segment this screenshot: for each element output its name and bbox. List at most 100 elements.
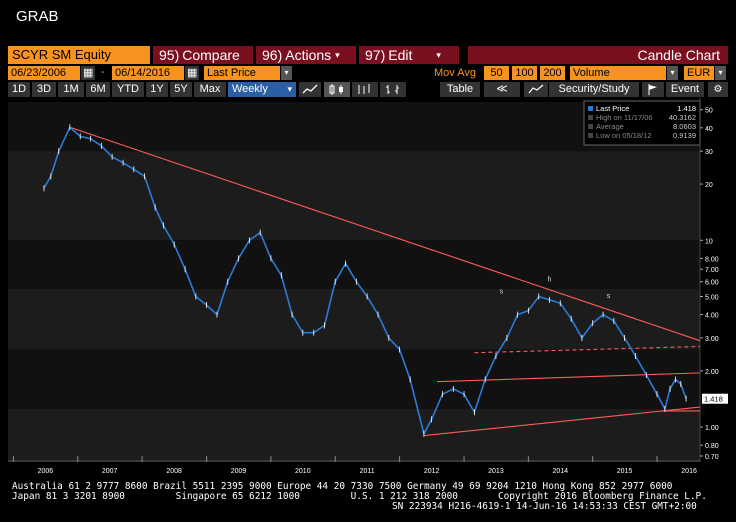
chart-band: [8, 288, 700, 350]
security-study-icon[interactable]: [524, 82, 548, 97]
footer-line-2b: Copyright 2016 Bloomberg Finance L.P.: [498, 491, 707, 502]
period-3d-button[interactable]: 3D: [32, 82, 56, 97]
frequency-dropdown-icon: ▾: [287, 84, 292, 94]
end-calendar-icon[interactable]: ▦: [185, 66, 199, 80]
edit-button[interactable]: 97) Edit ▾: [359, 46, 459, 64]
footer-line-3: SN 223934 H216-4619-1 14-Jun-16 14:53:33…: [392, 501, 697, 512]
legend-swatch-high: [588, 115, 593, 120]
price-chart-svg: shs 50403020108.007.006.005.004.003.002.…: [8, 98, 728, 475]
event-button[interactable]: Event: [666, 82, 704, 97]
chart-band: [8, 349, 700, 409]
bar-chart-icon[interactable]: [352, 82, 378, 97]
y-tick-label: 5.00: [705, 295, 719, 302]
security-study-button[interactable]: Security/Study: [549, 82, 639, 97]
last-price-tag: [702, 393, 728, 404]
y-tick-label: 0.80: [705, 443, 719, 450]
start-date-input[interactable]: 06/23/2006: [8, 66, 80, 80]
volume-select[interactable]: Volume: [570, 66, 666, 80]
currency-select[interactable]: EUR: [684, 66, 714, 80]
double-chevron-left-icon: ≪: [496, 83, 508, 95]
compare-button[interactable]: 95) Compare: [153, 46, 253, 64]
footer-line-1: Australia 61 2 9777 8600 Brazil 5511 239…: [12, 481, 673, 492]
legend-high-value: 40.3162: [669, 113, 696, 122]
period-6m-button[interactable]: 6M: [86, 82, 110, 97]
y-tick-label: 4.00: [705, 313, 719, 320]
legend-swatch-last: [588, 106, 593, 111]
end-date-input[interactable]: 06/14/2016: [112, 66, 184, 80]
actions-dropdown-icon: ▾: [335, 49, 340, 60]
y-tick-label: 6.00: [705, 280, 719, 287]
edit-number: 97): [365, 47, 386, 63]
period-1m-button[interactable]: 1M: [58, 82, 84, 97]
x-tick-label: 2007: [102, 468, 118, 475]
period-5y-button[interactable]: 5Y: [170, 82, 192, 97]
frequency-label: Weekly: [232, 83, 268, 95]
y-tick-label: 20: [705, 182, 713, 189]
currency-dropdown-icon[interactable]: ▾: [715, 66, 726, 80]
period-toolbar: 1D 3D 1M 6M YTD 1Y 5Y Max Weekly ▾ Table…: [8, 82, 728, 97]
pattern-annotation: h: [548, 277, 552, 284]
y-tick-label: 50: [705, 108, 713, 115]
window-title-bar: GRAB: [0, 0, 736, 34]
x-tick-label: 2006: [38, 468, 54, 475]
candle-chart-icon[interactable]: [324, 82, 350, 97]
legend-avg-label: Average: [596, 122, 624, 131]
function-toolbar: SCYR SM Equity 95) Compare 96) Actions ▾…: [8, 46, 728, 64]
y-tick-label: 10: [705, 238, 713, 245]
compare-number: 95): [159, 47, 180, 63]
y-tick-label: 3.00: [705, 336, 719, 343]
mov-avg-50-input[interactable]: 50: [484, 66, 509, 80]
mov-avg-100-input[interactable]: 100: [512, 66, 537, 80]
chart-band: [8, 240, 700, 289]
ticker-field[interactable]: SCYR SM Equity: [8, 46, 150, 64]
gear-icon[interactable]: ⚙: [708, 82, 728, 97]
y-tick-label: 2.00: [705, 369, 719, 376]
last-price-tag-label: 1.418: [704, 395, 723, 404]
y-tick-label: 7.00: [705, 267, 719, 274]
x-tick-label: 2014: [552, 468, 568, 475]
x-tick-label: 2012: [424, 468, 440, 475]
period-ytd-button[interactable]: YTD: [112, 82, 144, 97]
volume-dropdown-icon[interactable]: ▾: [667, 66, 678, 80]
price-field-select[interactable]: Last Price: [204, 66, 280, 80]
chart-type-title: Candle Chart: [468, 46, 728, 64]
y-tick-label: 0.70: [705, 454, 719, 461]
legend-swatch-low: [588, 133, 593, 138]
actions-button[interactable]: 96) Actions ▾: [256, 46, 356, 64]
mov-avg-label: Mov Avg: [434, 67, 476, 79]
legend-high-label: High on 11/17/06: [596, 113, 653, 122]
event-flag-icon[interactable]: [642, 82, 664, 97]
y-tick-label: 1.00: [705, 425, 719, 432]
price-series-line: [43, 125, 687, 437]
trend-line: [69, 126, 701, 342]
trend-line: [474, 345, 701, 354]
collapse-button[interactable]: ≪: [484, 82, 520, 97]
mov-avg-200-input[interactable]: 200: [540, 66, 565, 80]
line-chart-icon[interactable]: [299, 82, 321, 97]
legend-swatch-avg: [588, 124, 593, 129]
legend-last-label: Last Price: [596, 104, 629, 113]
ohlc-chart-icon[interactable]: [380, 82, 406, 97]
period-1y-button[interactable]: 1Y: [146, 82, 168, 97]
x-tick-label: 2008: [166, 468, 182, 475]
x-tick-label: 2015: [617, 468, 633, 475]
y-tick-label: 40: [705, 126, 713, 133]
start-calendar-icon[interactable]: ▦: [81, 66, 95, 80]
x-tick-label: 2010: [295, 468, 311, 475]
chart-band: [8, 408, 700, 462]
price-field-dropdown-icon[interactable]: ▾: [281, 66, 292, 80]
edit-label: Edit: [388, 47, 413, 63]
y-tick-label: 8.00: [705, 256, 719, 263]
x-tick-label: 2016: [681, 468, 697, 475]
settings-bar: 06/23/2006 ▦ - 06/14/2016 ▦ Last Price ▾…: [8, 66, 728, 80]
x-tick-label: 2013: [488, 468, 504, 475]
period-1d-button[interactable]: 1D: [8, 82, 30, 97]
period-max-button[interactable]: Max: [194, 82, 226, 97]
actions-label: Actions: [285, 47, 332, 63]
window-title: GRAB: [16, 8, 59, 25]
frequency-select[interactable]: Weekly ▾: [228, 82, 296, 97]
table-button[interactable]: Table: [440, 82, 480, 97]
legend-frame: [583, 100, 701, 146]
legend-last-value: 1.418: [677, 104, 696, 113]
